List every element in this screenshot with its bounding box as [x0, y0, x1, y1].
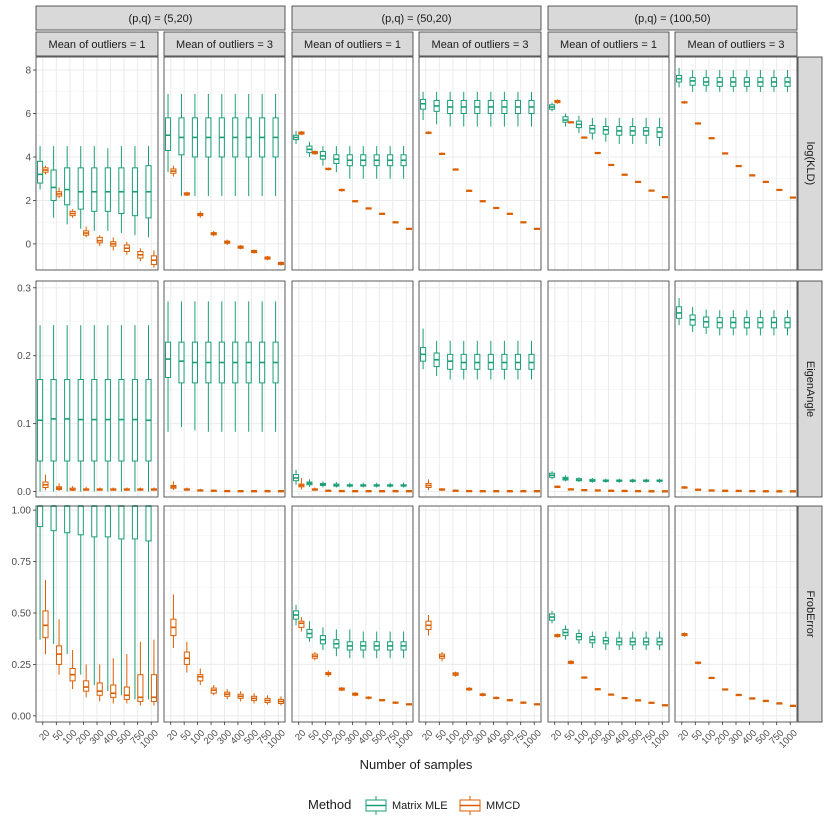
row-strip-label: EigenAngle: [804, 361, 816, 417]
y-tick-label: 0.75: [12, 557, 32, 568]
panel-border: [291, 56, 414, 271]
group-strip-label: (p,q) = (5,20): [129, 13, 193, 25]
group-strip: [291, 5, 542, 31]
group-strip: [547, 5, 798, 31]
column-strip: [163, 31, 286, 57]
box: [64, 505, 71, 534]
column-strip-label: Mean of outliers = 3: [688, 39, 785, 51]
y-tick-label: 2: [25, 196, 31, 207]
legend-title: Method: [308, 797, 351, 812]
y-tick-label: 0.0: [17, 487, 31, 498]
panel-border: [35, 280, 159, 498]
panel-border: [35, 56, 159, 271]
box: [50, 169, 57, 201]
box: [137, 674, 144, 702]
column-strip: [291, 31, 414, 57]
column-strip-label: Mean of outliers = 3: [176, 39, 273, 51]
panel-border: [418, 280, 542, 498]
box: [123, 686, 130, 700]
column-strip-label: Mean of outliers = 1: [560, 39, 657, 51]
box: [50, 378, 57, 462]
box: [178, 341, 185, 384]
y-tick-label: 1.00: [12, 506, 32, 517]
box: [77, 167, 84, 210]
y-tick-label: 0: [25, 239, 31, 250]
panel-border: [674, 280, 798, 498]
x-axis-title: Number of samples: [360, 757, 473, 772]
box: [42, 610, 49, 639]
column-strip: [547, 31, 670, 57]
box: [145, 505, 152, 542]
box: [197, 674, 204, 682]
column-strip-label: Mean of outliers = 1: [304, 39, 401, 51]
column-strip: [35, 31, 159, 57]
group-strip: [35, 5, 286, 31]
group-strip-label: (p,q) = (50,20): [381, 13, 451, 25]
panel-border: [674, 56, 798, 271]
box: [110, 684, 117, 698]
row-strip: [797, 505, 823, 723]
box: [91, 167, 98, 212]
row-strip-label: FrobError: [804, 590, 816, 637]
group-strip-label: (p,q) = (100,50): [634, 13, 710, 25]
y-tick-label: 0.00: [12, 711, 32, 722]
row-strip: [797, 280, 823, 498]
box: [150, 674, 158, 702]
y-tick-label: 0.50: [12, 608, 32, 619]
row-strip-label: log(KLD): [804, 142, 816, 185]
y-tick-label: 0.25: [12, 660, 32, 671]
legend-item-label: MMCD: [486, 800, 520, 812]
panel-border: [547, 56, 670, 271]
y-tick-label: 0.2: [17, 351, 31, 362]
box: [77, 505, 84, 536]
y-tick-label: 4: [25, 152, 31, 163]
box: [131, 505, 139, 540]
box: [64, 167, 71, 206]
y-tick-label: 6: [25, 109, 31, 120]
panel-border: [163, 56, 286, 271]
box: [178, 117, 185, 156]
box: [96, 682, 103, 696]
box: [104, 505, 111, 538]
panel-border: [547, 280, 670, 498]
column-strip: [674, 31, 798, 57]
box: [50, 505, 57, 532]
y-tick-label: 8: [25, 66, 31, 77]
box: [118, 167, 125, 214]
box: [55, 645, 63, 665]
box: [104, 167, 111, 212]
box: [118, 505, 125, 540]
box: [91, 505, 98, 538]
box: [64, 378, 71, 462]
panel-border: [291, 280, 414, 498]
box: [36, 160, 44, 184]
box: [298, 620, 305, 628]
column-strip-label: Mean of outliers = 3: [432, 39, 529, 51]
row-strip: [797, 56, 823, 271]
column-strip: [418, 31, 542, 57]
column-strip-label: Mean of outliers = 1: [49, 39, 146, 51]
box: [83, 680, 90, 692]
y-tick-label: 0.1: [17, 419, 31, 430]
box: [36, 505, 44, 528]
y-tick-label: 0.3: [17, 283, 31, 294]
panel-border: [163, 280, 286, 498]
panel-border: [418, 56, 542, 271]
box: [164, 117, 172, 151]
legend-item-label: Matrix MLE: [392, 800, 448, 812]
